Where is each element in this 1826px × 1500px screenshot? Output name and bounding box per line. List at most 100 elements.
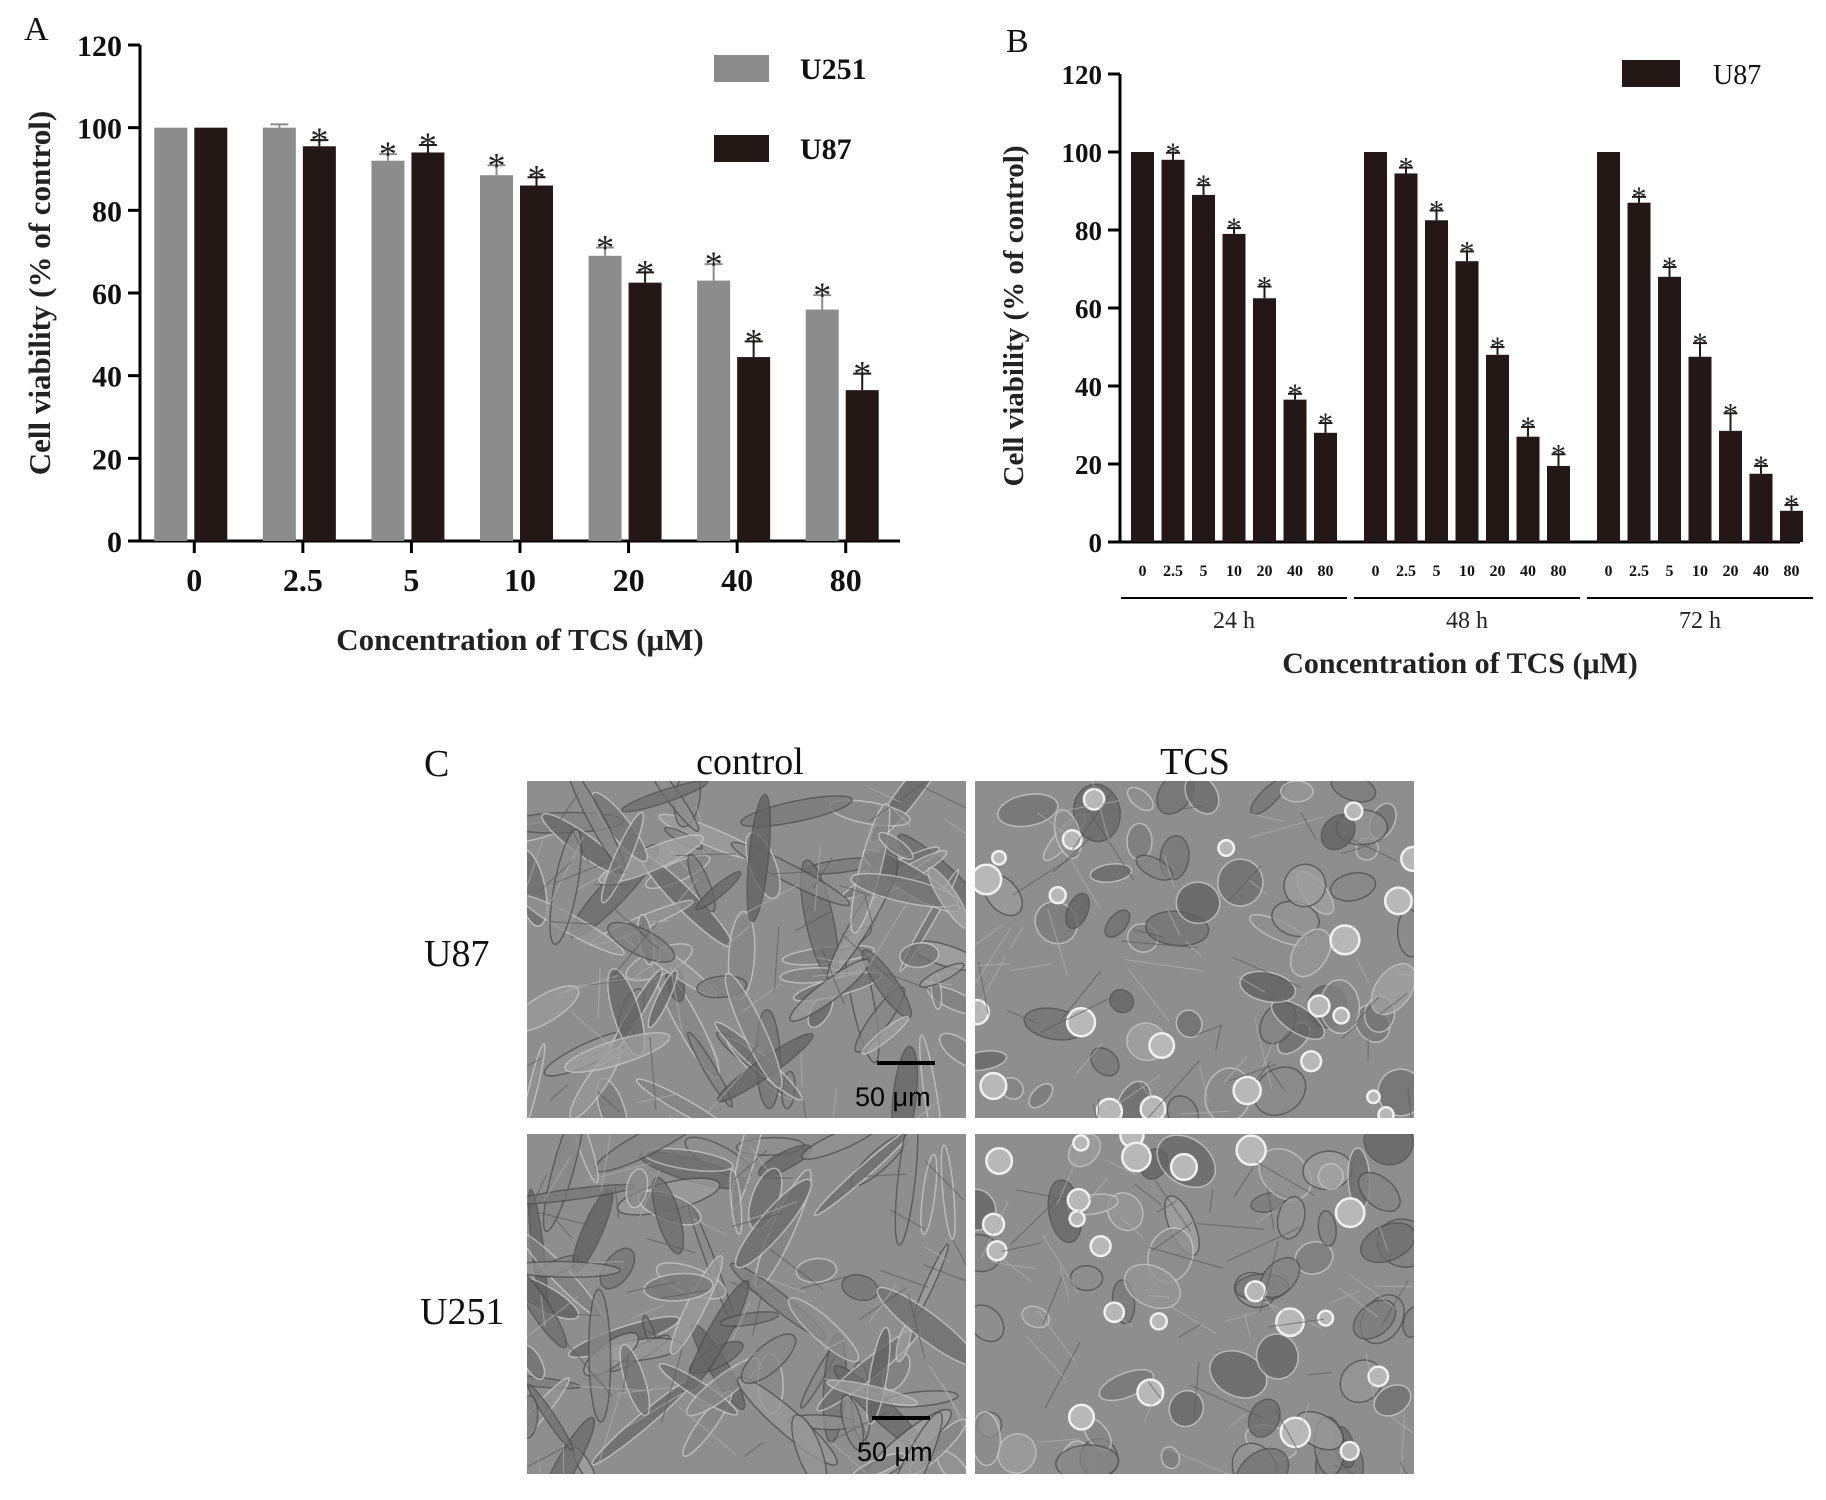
micrograph-texture — [527, 1134, 966, 1474]
sig-marker-b: * — [1662, 251, 1677, 284]
micrograph-u251-tcs — [975, 1134, 1414, 1474]
x-tick-label-b: 5 — [1666, 563, 1674, 580]
bar-b-48h — [1394, 173, 1418, 542]
scale-label-bottom: 50 μm — [857, 1437, 933, 1467]
y-tick-label-a: 20 — [92, 443, 122, 476]
bar-b-72h — [1688, 356, 1712, 542]
bar-b-48h — [1455, 261, 1479, 542]
bar-a-u87 — [411, 152, 445, 541]
bar-b-72h — [1719, 430, 1742, 542]
x-tick-label-b: 20 — [1490, 563, 1506, 580]
sig-marker-b: * — [1693, 327, 1708, 360]
sig-marker-a: * — [310, 120, 328, 160]
x-tick-label-b: 0 — [1605, 563, 1613, 580]
micrograph-texture — [975, 1134, 1414, 1474]
bar-b-48h — [1364, 152, 1387, 542]
x-tick-label-b: 80 — [1784, 563, 1800, 580]
bar-a-u87 — [520, 185, 553, 542]
bar-b-72h — [1780, 510, 1803, 542]
y-tick-label-a: 100 — [77, 113, 122, 146]
x-tick-label-b: 10 — [1226, 563, 1242, 580]
x-tick-label-a: 2.5 — [283, 562, 323, 598]
column-label-control: control — [696, 741, 804, 783]
scale-bar-top — [877, 1061, 935, 1065]
sig-marker-b: * — [1632, 181, 1647, 214]
bar-a-u87 — [194, 127, 228, 542]
sig-marker-b: * — [1318, 407, 1333, 440]
x-tick-label-b: 2.5 — [1396, 563, 1416, 580]
legend-label-b-u87: U87 — [1713, 60, 1761, 91]
bar-a-u251 — [588, 255, 622, 542]
sig-marker-b: * — [1784, 489, 1799, 522]
y-axis-label-a: Cell viability (% of control) — [22, 111, 57, 476]
x-tick-label-b: 0 — [1372, 563, 1380, 580]
x-tick-label-b: 2.5 — [1163, 563, 1183, 580]
bar-b-24h — [1161, 159, 1185, 543]
y-tick-label-a: 40 — [92, 361, 122, 394]
sig-marker-a: * — [596, 228, 614, 268]
bar-a-u87 — [302, 146, 336, 541]
bar-b-24h — [1192, 194, 1215, 542]
sig-marker-b: * — [1288, 378, 1303, 411]
y-tick-label-b: 20 — [1075, 450, 1102, 480]
x-tick-label-a: 10 — [504, 562, 536, 598]
x-tick-label-b: 80 — [1318, 563, 1334, 580]
sig-marker-b: * — [1429, 195, 1444, 228]
micrograph-texture — [975, 781, 1414, 1118]
x-tick-label-b: 5 — [1200, 563, 1208, 580]
x-tick-label-b: 5 — [1433, 563, 1441, 580]
scale-label-top: 50 μm — [855, 1082, 931, 1112]
x-axis-label-a: Concentration of TCS (μM) — [336, 622, 703, 657]
y-tick-label-a: 120 — [77, 30, 122, 63]
panel-letter-a: A — [24, 11, 49, 48]
x-tick-label-b: 40 — [1287, 563, 1303, 580]
sig-marker-a: * — [636, 252, 654, 292]
bar-b-72h — [1658, 276, 1681, 542]
micrograph-u87-control — [527, 781, 966, 1118]
y-tick-label-b: 80 — [1075, 216, 1102, 246]
y-axis-label-b: Cell viability (% of control) — [998, 146, 1030, 487]
sig-marker-a: * — [528, 157, 546, 197]
bar-b-24h — [1253, 298, 1276, 542]
y-tick-label-a: 0 — [107, 526, 122, 559]
x-tick-label-a: 5 — [403, 562, 419, 598]
row-label-u251: U251 — [420, 1291, 505, 1333]
panel-letter-c: C — [424, 743, 450, 785]
x-tick-label-b: 20 — [1723, 563, 1739, 580]
x-tick-label-b: 0 — [1139, 563, 1147, 580]
bar-b-72h — [1627, 202, 1651, 542]
sig-marker-b: * — [1551, 438, 1566, 471]
group-label-b: 24 h — [1213, 608, 1255, 634]
legend-label-a-u251: U251 — [800, 53, 867, 86]
sig-marker-b: * — [1196, 169, 1211, 202]
bar-b-48h — [1425, 220, 1448, 542]
bar-a-u87 — [628, 282, 662, 541]
bar-a-u251 — [480, 175, 513, 541]
x-tick-label-a: 40 — [721, 562, 753, 598]
legend-label-a-u87: U87 — [800, 133, 852, 166]
x-tick-label-b: 10 — [1459, 563, 1475, 580]
sig-marker-a: * — [379, 134, 397, 174]
sig-marker-b: * — [1723, 397, 1738, 430]
y-tick-label-a: 80 — [92, 195, 122, 228]
sig-marker-b: * — [1166, 137, 1181, 170]
bar-a-u251 — [697, 280, 731, 541]
y-tick-label-b: 0 — [1089, 528, 1103, 558]
y-tick-label-a: 60 — [92, 278, 122, 311]
sig-marker-a: * — [419, 125, 437, 165]
bar-b-24h — [1283, 399, 1307, 542]
legend-swatch-a-u87 — [714, 135, 769, 162]
micrograph-u87-tcs — [975, 781, 1414, 1118]
x-tick-label-b: 40 — [1753, 563, 1769, 580]
bar-a-u251 — [154, 127, 188, 542]
bar-b-72h — [1749, 473, 1773, 542]
sig-marker-a: * — [705, 244, 723, 284]
group-label-b: 48 h — [1446, 608, 1488, 634]
y-tick-label-b: 60 — [1075, 294, 1102, 324]
bar-b-48h — [1547, 465, 1570, 542]
sig-marker-b: * — [1227, 212, 1242, 245]
group-label-b: 72 h — [1679, 608, 1721, 634]
sig-marker-a: * — [853, 354, 871, 394]
